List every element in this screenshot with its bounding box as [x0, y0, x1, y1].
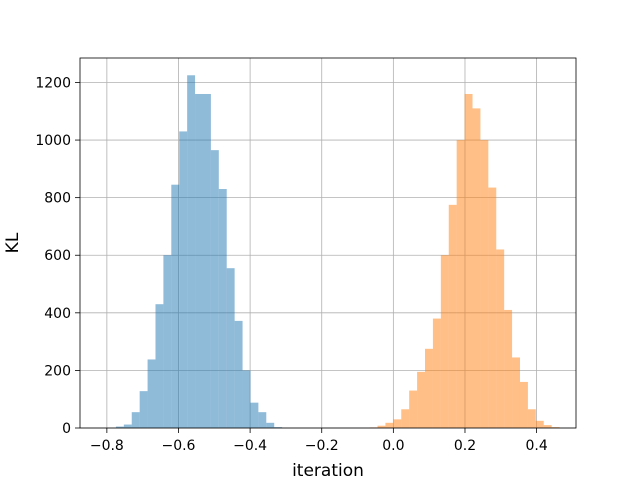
histogram-bar-series-2 — [393, 419, 402, 428]
histogram-bar-series-1 — [274, 427, 283, 428]
x-tick-label: 0.0 — [382, 438, 404, 454]
histogram-bar-series-2 — [551, 427, 560, 428]
histogram-bar-series-2 — [401, 409, 410, 428]
histogram-bar-series-1 — [250, 402, 259, 428]
histogram-bar-series-1 — [123, 424, 132, 428]
histogram-bar-series-2 — [417, 371, 426, 428]
histogram-bar-series-2 — [432, 318, 441, 428]
histogram-bar-series-2 — [512, 357, 520, 428]
histogram-bar-series-1 — [131, 412, 140, 428]
histogram-bar-series-2 — [409, 390, 418, 428]
y-tick-label: 600 — [44, 248, 71, 264]
histogram-bars — [115, 75, 560, 429]
histogram-bar-series-2 — [519, 381, 528, 428]
histogram-bar-series-1 — [242, 370, 251, 428]
y-tick-label: 200 — [44, 363, 71, 379]
histogram-bar-series-2 — [464, 93, 473, 428]
y-tick-label: 800 — [44, 191, 71, 207]
histogram-bar-series-1 — [266, 422, 275, 428]
plot-frame — [79, 57, 577, 429]
histogram-bar-series-1 — [155, 304, 164, 428]
histogram-bar-series-1 — [234, 320, 243, 428]
histogram-bar-series-2 — [488, 187, 497, 428]
axis-ticks: −0.8 −0.6 −0.4 −0.2 0.0 0.2 0.4 0 200 400 600 800 10… — [35, 75, 547, 454]
histogram-bar-series-1 — [226, 268, 235, 428]
x-tick-label: −0.2 — [305, 438, 339, 454]
x-axis-label: iteration — [292, 461, 364, 480]
x-tick-label: −0.6 — [161, 438, 195, 454]
histogram-bar-series-1 — [210, 150, 219, 428]
histogram-bar-series-1 — [195, 93, 203, 428]
histogram-bar-series-1 — [139, 391, 148, 428]
histogram-bar-series-2 — [480, 140, 489, 428]
histogram-bar-series-1 — [171, 184, 180, 428]
histogram-bar-series-2 — [504, 309, 513, 428]
y-tick-label: 0 — [62, 421, 71, 437]
histogram-bar-series-2 — [448, 204, 457, 428]
histogram-bar-series-1 — [202, 93, 211, 428]
histogram-bar-series-2 — [543, 425, 552, 428]
histogram-bar-series-1 — [258, 412, 267, 428]
y-tick-label: 1000 — [35, 133, 71, 149]
histogram-bar-series-1 — [115, 426, 124, 428]
histogram-bar-series-2 — [425, 348, 433, 428]
y-tick-label: 1200 — [35, 75, 71, 91]
histogram-bar-series-1 — [179, 131, 188, 428]
y-axis-label: KL — [3, 232, 23, 253]
histogram-bar-series-1 — [163, 255, 172, 428]
x-tick-label: −0.4 — [233, 438, 267, 454]
histogram-bar-series-1 — [218, 189, 227, 428]
histogram-bar-series-2 — [440, 255, 449, 428]
x-tick-label: 0.2 — [454, 438, 476, 454]
histogram-bar-series-2 — [377, 425, 386, 428]
histogram-bar-series-1 — [187, 75, 196, 428]
histogram-bar-series-2 — [535, 420, 544, 428]
histogram-bar-series-2 — [527, 409, 536, 428]
x-tick-label: 0.4 — [525, 438, 547, 454]
histogram-bar-series-2 — [456, 140, 465, 428]
y-tick-label: 400 — [44, 306, 71, 322]
histogram-bar-series-2 — [385, 422, 394, 428]
histogram-bar-series-1 — [147, 359, 156, 428]
x-tick-label: −0.8 — [90, 438, 124, 454]
histogram-bar-series-2 — [496, 249, 505, 428]
histogram-bar-series-2 — [472, 108, 481, 429]
